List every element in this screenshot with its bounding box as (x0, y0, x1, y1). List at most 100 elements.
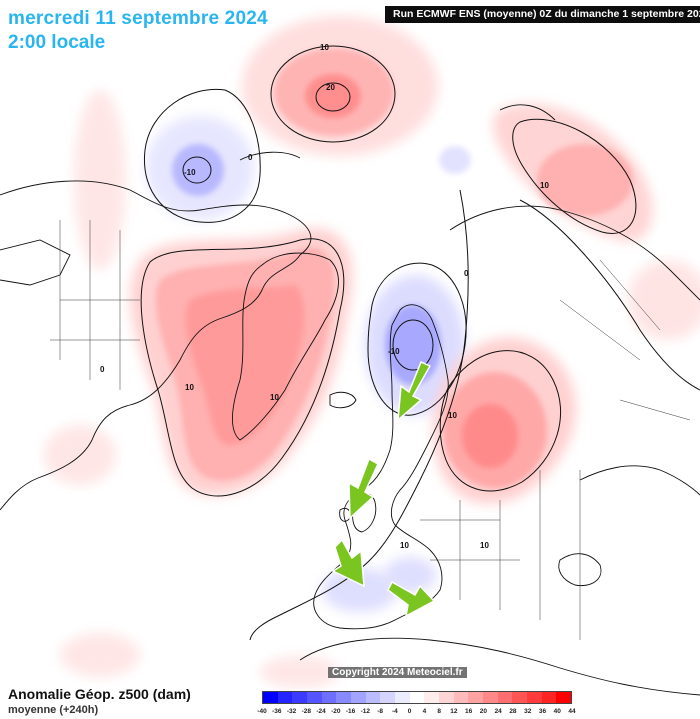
coast-europe (313, 304, 449, 630)
color-swatch (439, 692, 454, 703)
contour-label: 10 (185, 383, 194, 392)
coast-chukotka (499, 104, 556, 121)
contour-label: 10 (320, 43, 329, 52)
color-scale-label: 12 (450, 708, 458, 715)
contour-greenland-10 (140, 238, 345, 497)
coast-africa (299, 637, 700, 696)
product-subtitle: moyenne (+240h) (8, 704, 99, 716)
color-scale-label: 28 (509, 708, 517, 715)
anomaly-pacific-core (305, 74, 361, 118)
coast-greenland (231, 252, 339, 441)
color-swatch (556, 692, 572, 703)
contour-label: 10 (400, 541, 409, 550)
contour-pacific-20 (315, 82, 351, 112)
forecast-date: mercredi 11 septembre 2024 (8, 8, 268, 29)
contour-norway-m10 (392, 319, 434, 371)
contour-zero-europe (249, 189, 469, 641)
arrow-mediterranean (387, 580, 436, 618)
anomaly-siberia-core (537, 144, 633, 216)
anomaly-south-2 (260, 656, 340, 688)
contour-label: 10 (270, 393, 279, 402)
color-scale-labels: -40 -36 -32 -28 -24 -20 -16 -12 -8 -4 0 4 8 12 16 20 24 2… (257, 708, 576, 718)
contour-siberia-10 (512, 118, 637, 234)
anomaly-russia-core (462, 404, 518, 468)
color-scale-label: 36 (538, 708, 547, 715)
border-usa (50, 220, 140, 390)
color-swatch (380, 692, 396, 703)
color-swatch (497, 692, 513, 703)
color-swatch (527, 692, 542, 703)
color-swatch (395, 692, 410, 703)
coast-caspian (579, 465, 700, 496)
color-swatch (409, 692, 425, 703)
color-swatch (483, 692, 498, 703)
contour-label: 0 (248, 153, 253, 162)
anomaly-arctic-low (439, 146, 471, 174)
anomaly-shading (44, 16, 700, 688)
color-scale-label: -40 (257, 708, 267, 715)
color-scale-label: -4 (391, 708, 398, 715)
anomaly-iberia-low (322, 568, 398, 612)
color-swatch (424, 692, 440, 703)
contour-label: -10 (184, 168, 196, 177)
coastlines (0, 104, 700, 696)
color-scale-label: 40 (553, 708, 561, 715)
coast-north-america (0, 180, 312, 511)
contour-label: -10 (388, 347, 400, 356)
color-scale-label: 4 (422, 708, 427, 715)
color-swatch (336, 692, 352, 703)
contour-alaska-0 (143, 88, 261, 223)
color-scale-label: 20 (479, 708, 488, 715)
product-title: Anomalie Géop. z500 (dam) (8, 686, 191, 702)
run-info: Run ECMWF ENS (moyenne) 0Z du dimanche 1… (385, 6, 700, 23)
borders (50, 220, 691, 640)
color-swatch (365, 692, 381, 703)
contour-label: 0 (464, 269, 469, 278)
color-scale-label: 8 (437, 708, 441, 715)
color-scale-label: 0 (407, 708, 412, 715)
contour-label: 10 (448, 411, 457, 420)
color-swatch (512, 692, 528, 703)
anomaly-alaska-core (172, 144, 224, 196)
coast-alaska (0, 239, 71, 286)
color-scale (262, 691, 572, 704)
color-scale-label: 24 (494, 708, 502, 715)
color-scale-label: 44 (568, 708, 576, 715)
color-swatch (541, 692, 557, 703)
color-scale-label: -16 (345, 708, 356, 715)
contour-label: 10 (480, 541, 489, 550)
contour-labels: 10 20 0 -10 10 0 10 0 10 10 -10 10 10 (100, 43, 549, 550)
color-swatch (277, 692, 293, 703)
coast-siberia (449, 205, 700, 301)
color-swatch (292, 692, 308, 703)
color-scale-label: -28 (301, 708, 311, 715)
color-scale-label: -24 (316, 708, 326, 715)
contour-pacific-10 (270, 45, 396, 143)
contours (140, 45, 700, 641)
contour-label: 20 (326, 83, 335, 92)
forecast-time: 2:00 locale (8, 32, 106, 53)
arrow-norway (397, 360, 432, 422)
arrow-north-sea (348, 457, 379, 520)
anomaly-south-1 (60, 633, 140, 677)
border-asia (559, 259, 691, 421)
copyright: Copyright 2024 Meteociel.fr (328, 667, 467, 678)
anomaly-east-faint (628, 260, 700, 340)
color-scale-label: -36 (272, 708, 282, 715)
contour-label: 10 (540, 181, 549, 190)
color-swatch (468, 692, 484, 703)
color-scale-label: -8 (377, 708, 383, 715)
arrow-iberia (331, 538, 365, 588)
contour-alaska-m10 (182, 156, 212, 184)
border-europe (420, 470, 581, 640)
color-scale-label: -32 (286, 708, 297, 715)
coast-iceland (329, 391, 357, 409)
color-scale-label: 32 (524, 708, 532, 715)
anomaly-west-faint (74, 90, 126, 270)
color-swatch (307, 692, 322, 703)
coast-bering (239, 151, 301, 161)
color-scale-label: 16 (465, 708, 473, 715)
color-swatch (321, 692, 337, 703)
